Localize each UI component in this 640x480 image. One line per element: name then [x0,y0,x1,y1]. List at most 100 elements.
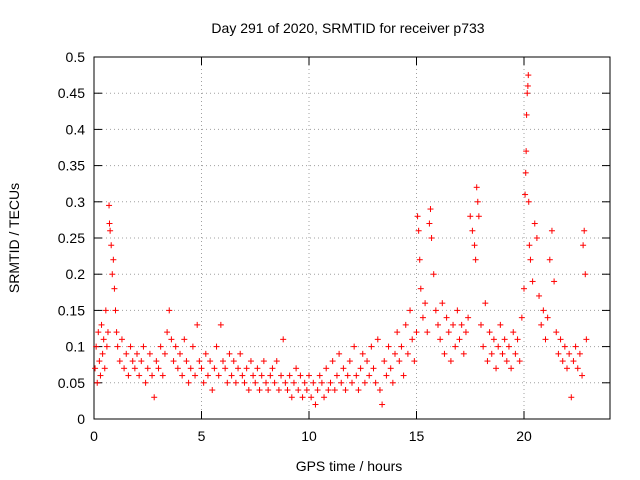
data-point [512,350,519,357]
data-point [235,365,242,372]
data-point [204,372,211,379]
data-point [109,271,116,278]
data-point [336,350,343,357]
data-point [282,379,289,386]
data-point [142,379,149,386]
data-point [353,372,360,379]
data-point [576,350,583,357]
data-point [522,169,529,176]
data-point [241,379,248,386]
data-point [344,372,351,379]
data-point [422,300,429,307]
data-point [155,365,162,372]
y-tick-label: 0.45 [58,85,85,101]
data-point [480,343,487,350]
data-point [385,343,392,350]
data-point [131,365,138,372]
data-point [559,358,566,365]
data-point [538,321,545,328]
data-point [116,358,123,365]
data-point [138,358,145,365]
data-point [96,358,103,365]
data-point [288,394,295,401]
chart-title: Day 291 of 2020, SRMTID for receiver p73… [211,20,484,36]
data-point [374,336,381,343]
data-point [230,358,237,365]
data-point [297,372,304,379]
data-point [232,379,239,386]
data-point [525,72,532,79]
axis-ticks: 0 0.05 0.1 0.15 0.2 0.25 0.3 0.35 0.4 0.45 0.5 0 5 10… [58,49,610,444]
y-tick-label: 0.35 [58,158,85,174]
data-point [460,350,467,357]
data-point [299,394,306,401]
data-point [183,358,190,365]
data-point [497,321,504,328]
data-point [531,220,538,227]
data-point [389,379,396,386]
data-point [361,379,368,386]
data-point [402,321,409,328]
data-point [267,372,274,379]
data-point [346,358,353,365]
data-point [110,256,117,263]
data-point [312,401,319,408]
data-point [92,365,99,372]
data-point [523,148,530,155]
data-point [325,387,332,394]
data-point [458,321,465,328]
data-point [456,336,463,343]
data-point [217,321,224,328]
data-point [510,329,517,336]
data-point [179,372,186,379]
data-point [503,358,510,365]
data-point [228,372,235,379]
data-point [112,307,119,314]
data-point [239,372,246,379]
data-point [400,372,407,379]
data-point [243,365,250,372]
data-point [443,314,450,321]
data-point [484,358,491,365]
data-point [331,387,338,394]
data-point [372,379,379,386]
data-point [426,220,433,227]
data-point [516,358,523,365]
data-point [263,379,269,386]
data-point [136,372,143,379]
data-point [583,336,590,343]
data-point [359,350,366,357]
data-point [134,350,140,357]
data-point [409,336,416,343]
data-point [414,213,421,220]
data-point [469,227,476,234]
data-point [164,329,171,336]
y-tick-label: 0.25 [58,230,85,246]
data-point [308,394,315,401]
data-point [471,242,478,249]
data-point [278,372,285,379]
y-tick-label: 0.05 [58,375,85,391]
data-point [526,242,533,249]
data-point [301,379,308,386]
data-point [95,329,102,336]
data-point [157,343,164,350]
x-tick-label: 5 [198,428,206,444]
data-point [170,358,177,365]
data-point [166,307,173,314]
data-point [523,111,530,118]
data-point [566,350,573,357]
data-point [161,350,168,357]
data-point [245,387,252,394]
data-point [194,321,201,328]
data-point [275,387,282,394]
data-point [290,379,297,386]
data-point [432,307,439,314]
data-point [467,213,474,220]
data-point [306,372,312,379]
data-point [364,358,371,365]
x-tick-label: 0 [90,428,98,444]
data-point [514,336,521,343]
data-point [501,336,508,343]
data-point [127,343,134,350]
